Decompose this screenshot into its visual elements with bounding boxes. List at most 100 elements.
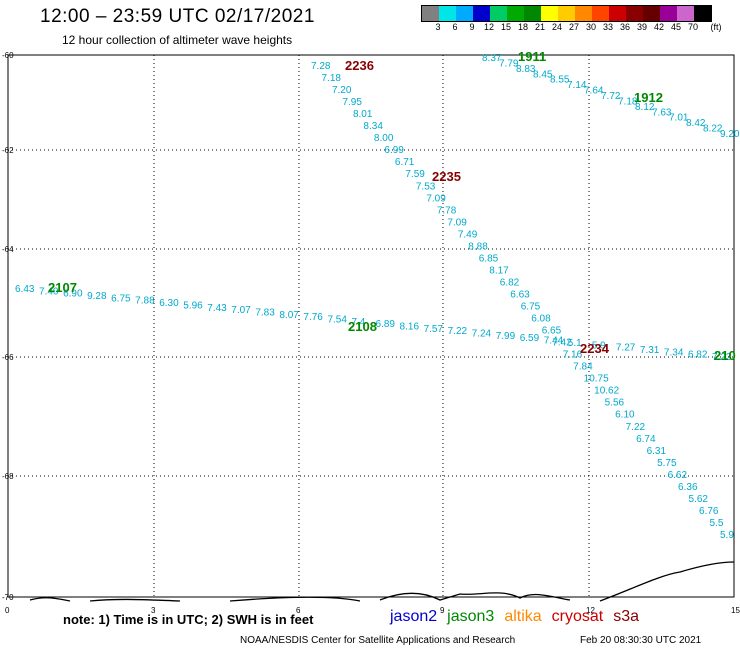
color-swatch (592, 6, 609, 21)
wave-height-reading: 5.56 (605, 398, 625, 409)
pass-label: 2108 (348, 319, 377, 334)
color-scale-label: 45 (670, 22, 682, 32)
pass-label: 2235 (432, 169, 461, 184)
color-swatch (473, 6, 490, 21)
wave-height-reading: 6.43 (15, 284, 35, 295)
color-scale-label: 30 (585, 22, 597, 32)
coastline (29, 561, 735, 602)
pass-label: 2234 (580, 341, 610, 356)
wave-height-reading: 6.85 (479, 253, 499, 264)
wave-height-reading: 7.53 (416, 181, 436, 192)
wave-height-reading: 8.12 (635, 102, 655, 113)
wave-height-reading: 7.99 (496, 331, 516, 342)
wave-height-reading: 7.78 (437, 205, 457, 216)
wave-height-reading: 7.22 (626, 422, 646, 433)
pass-label: 2107 (48, 280, 77, 295)
wave-height-reading: 6.82 (688, 350, 708, 361)
wave-height-reading: 7.72 (601, 91, 621, 102)
legend-item-cryosat: cryosat (551, 608, 604, 625)
color-scale-label: 70 (687, 22, 699, 32)
wave-height-reading: 7.40 (39, 286, 59, 297)
y-tick-label: -70 (2, 593, 14, 602)
color-swatch (694, 6, 711, 21)
wave-height-reading: 8.37 (482, 53, 502, 64)
wave-height-reading: 6.75 (111, 293, 131, 304)
wave-height-reading: 6.71 (395, 157, 415, 168)
color-scale-label: (ft) (710, 22, 722, 32)
pass-label: 2236 (345, 58, 374, 73)
wave-height-reading: 6.76 (699, 506, 719, 517)
color-swatch (558, 6, 575, 21)
color-swatch (524, 6, 541, 21)
wave-height-reading: 7.43 (207, 303, 227, 314)
color-scale-label: 21 (534, 22, 546, 32)
wave-height-reading: 8.07 (279, 310, 299, 321)
color-scale-label: 9 (469, 22, 475, 32)
wave-height-reading: 6.62 (668, 470, 688, 481)
wave-height-reading: 7.54 (327, 314, 347, 325)
wave-height-reading: 8.17 (489, 265, 509, 276)
wave-height-reading: 7.24 (472, 329, 492, 340)
wave-height-reading: 7.44 (544, 336, 564, 347)
wave-height-reading: 7.95 (342, 97, 362, 108)
wave-height-reading: 7.18 (321, 73, 341, 84)
x-tick-label: 3 (151, 606, 156, 615)
legend-item-s3a: s3a (613, 608, 640, 625)
wave-height-reading: 5.62 (689, 494, 709, 505)
pass-label: 1911 (518, 49, 546, 64)
color-swatch (643, 6, 660, 21)
wave-height-reading: 6.30 (159, 298, 179, 309)
wave-height-reading: 7.27 (616, 343, 636, 354)
wave-height-reading: 7.14 (567, 80, 587, 91)
wave-height-reading: 7.64 (584, 86, 604, 97)
wave-height-reading: 6.75 (521, 302, 541, 313)
wave-height-reading: 8.45 (533, 69, 553, 80)
wave-height-reading: 7.34 (664, 347, 684, 358)
y-tick-label: -64 (2, 245, 14, 254)
color-scale-label: 24 (551, 22, 563, 32)
color-swatch (626, 6, 643, 21)
color-scale-label: 33 (602, 22, 614, 32)
timestamp-text: Feb 20 08:30:30 UTC 2021 (580, 635, 702, 646)
wave-height-reading: 10.62 (594, 386, 619, 397)
color-swatch (490, 6, 507, 21)
legend-item-altika: altika (504, 608, 542, 625)
satellite-legend: jason2 jason3 altika cryosat s3a (390, 608, 649, 626)
wave-height-reading: 5.75 (657, 458, 677, 469)
wave-height-reading: 7.84 (573, 362, 593, 373)
wave-height-reading: 7.22 (448, 326, 468, 337)
legend-item-jason2: jason2 (390, 608, 438, 625)
wave-height-reading: 7.09 (447, 217, 467, 228)
map-title: 12:00 – 23:59 UTC 02/17/2021 (40, 6, 315, 27)
wave-height-reading: 5.96 (183, 300, 203, 311)
color-scale-label: 42 (653, 22, 665, 32)
color-scale-bar (421, 5, 712, 22)
wave-height-reading: 7.79 (499, 58, 519, 69)
color-scale-label: 6 (452, 22, 458, 32)
color-scale-label: 18 (517, 22, 529, 32)
wave-height-reading: 6.82 (500, 277, 520, 288)
wave-height-reading: 8.88 (468, 241, 488, 252)
wave-height-reading: 6.59 (520, 333, 540, 344)
wave-height-reading: 8.00 (374, 133, 394, 144)
color-swatch (541, 6, 558, 21)
wave-height-reading: 7.63 (652, 107, 672, 118)
wave-height-reading: 8.55 (550, 75, 570, 86)
wave-height-reading: 7.59 (405, 169, 425, 180)
wave-height-reading: 6.65 (542, 326, 562, 337)
wave-height-reading: 7.31 (640, 345, 660, 356)
x-tick-label: 12 (586, 606, 595, 615)
color-scale-label: 27 (568, 22, 580, 32)
wave-height-reading: 5.9 (592, 340, 606, 351)
color-swatch (507, 6, 524, 21)
wave-height-reading: 6.99 (384, 145, 404, 156)
wave-height-reading: 7.16 (563, 350, 583, 361)
wave-height-reading: 6.36 (678, 482, 698, 493)
wave-height-reading: 9.28 (87, 291, 107, 302)
wave-height-reading: 7.49 (458, 229, 478, 240)
color-swatch (456, 6, 473, 21)
wave-height-reading: 6.63 (510, 289, 530, 300)
wave-height-reading: 7.23 (712, 352, 732, 363)
color-scale-label: 15 (500, 22, 512, 32)
wave-height-reading: 7.4 (351, 317, 365, 328)
